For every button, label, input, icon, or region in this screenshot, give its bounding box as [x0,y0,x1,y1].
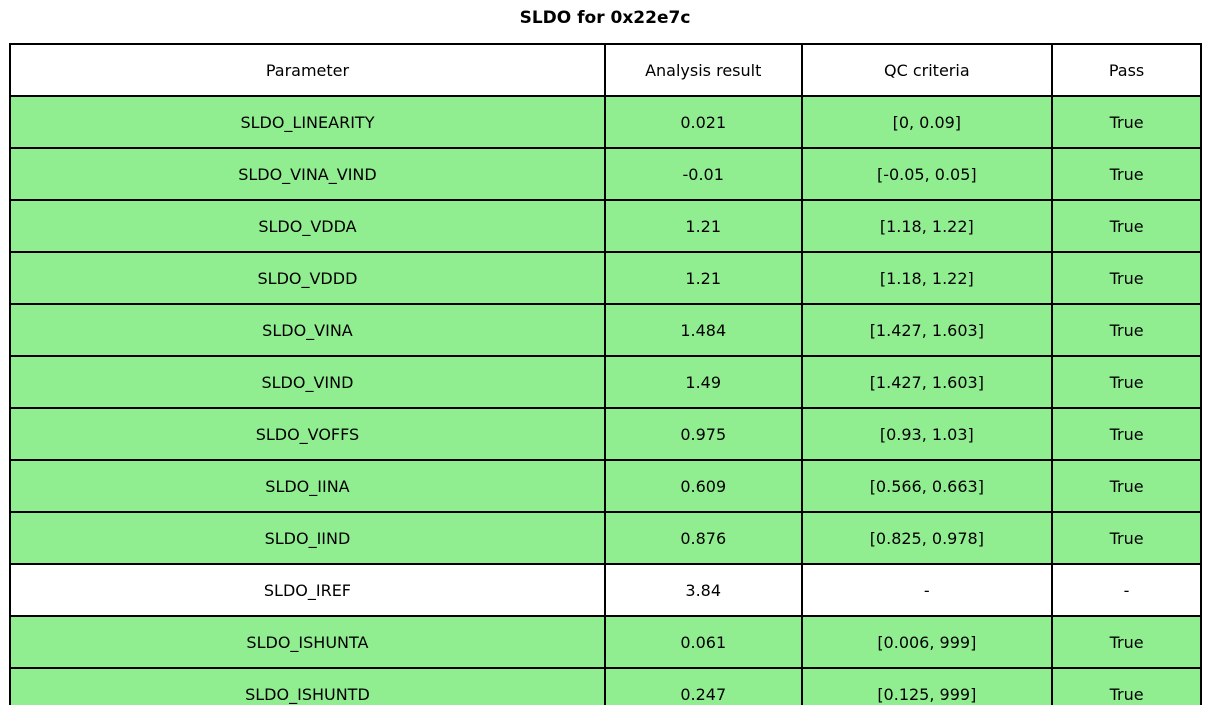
criteria-cell: [1.18, 1.22] [800,199,1054,253]
result-cell: 1.21 [603,251,803,305]
result-cell: 1.484 [603,303,803,357]
parameter-cell: SLDO_VINA_VIND [9,147,606,201]
table-row: SLDO_VIND 1.49 [1.427, 1.603] True [9,355,1202,409]
parameter-cell: SLDO_LINEARITY [9,95,606,149]
result-cell: 1.49 [603,355,803,409]
pass-cell: True [1051,511,1202,565]
column-header-pass: Pass [1051,43,1202,97]
criteria-cell: [0.006, 999] [800,615,1054,669]
result-cell: 0.247 [603,667,803,705]
criteria-cell: [0, 0.09] [800,95,1054,149]
table-row: SLDO_VINA_VIND -0.01 [-0.05, 0.05] True [9,147,1202,201]
criteria-cell: [1.427, 1.603] [800,355,1054,409]
pass-cell: True [1051,407,1202,461]
column-header-parameter: Parameter [9,43,606,97]
table-row: SLDO_IIND 0.876 [0.825, 0.978] True [9,511,1202,565]
column-header-analysis-result: Analysis result [603,43,803,97]
result-cell: 0.876 [603,511,803,565]
pass-cell: - [1051,563,1202,617]
table-body: SLDO_LINEARITY 0.021 [0, 0.09] True SLDO_VIN… [9,95,1202,705]
criteria-cell: [0.566, 0.663] [800,459,1054,513]
parameter-cell: SLDO_ISHUNTD [9,667,606,705]
table-row: SLDO_VDDA 1.21 [1.18, 1.22] True [9,199,1202,253]
parameter-cell: SLDO_VOFFS [9,407,606,461]
table-header: Parameter Analysis result QC criteria Pa… [9,43,1202,97]
parameter-cell: SLDO_VDDA [9,199,606,253]
parameter-cell: SLDO_IIND [9,511,606,565]
result-cell: 3.84 [603,563,803,617]
column-header-qc-criteria: QC criteria [800,43,1054,97]
pass-cell: True [1051,615,1202,669]
pass-cell: True [1051,147,1202,201]
pass-cell: True [1051,355,1202,409]
result-cell: 0.021 [603,95,803,149]
result-cell: 0.975 [603,407,803,461]
parameter-cell: SLDO_VINA [9,303,606,357]
pass-cell: True [1051,251,1202,305]
table-row: SLDO_IREF 3.84- - [9,563,1202,617]
criteria-cell: - [800,563,1054,617]
table-row: SLDO_ISHUNTD 0.247 [0.125, 999] True [9,667,1202,705]
criteria-cell: [1.427, 1.603] [800,303,1054,357]
pass-cell: True [1051,95,1202,149]
criteria-cell: [1.18, 1.22] [800,251,1054,305]
criteria-cell: [-0.05, 0.05] [800,147,1054,201]
qc-results-table: Parameter Analysis result QC criteria Pa… [9,43,1202,705]
table-row: SLDO_VINA 1.484 [1.427, 1.603] True [9,303,1202,357]
pass-cell: True [1051,303,1202,357]
parameter-cell: SLDO_VIND [9,355,606,409]
criteria-cell: [0.125, 999] [800,667,1054,705]
parameter-cell: SLDO_IREF [9,563,606,617]
parameter-cell: SLDO_VDDD [9,251,606,305]
table-row: SLDO_VOFFS 0.975 [0.93, 1.03] True [9,407,1202,461]
header-row: Parameter Analysis result QC criteria Pa… [9,43,1202,97]
table-row: SLDO_LINEARITY 0.021 [0, 0.09] True [9,95,1202,149]
parameter-cell: SLDO_ISHUNTA [9,615,606,669]
criteria-cell: [0.825, 0.978] [800,511,1054,565]
parameter-cell: SLDO_IINA [9,459,606,513]
pass-cell: True [1051,199,1202,253]
pass-cell: True [1051,459,1202,513]
figure-title: SLDO for 0x22e7c [519,8,691,28]
result-cell: -0.01 [603,147,803,201]
table-row: SLDO_ISHUNTA 0.061 [0.006, 999] True [9,615,1202,669]
table-row: SLDO_IINA 0.609 [0.566, 0.663] True [9,459,1202,513]
result-cell: 0.609 [603,459,803,513]
result-cell: 0.061 [603,615,803,669]
criteria-cell: [0.93, 1.03] [800,407,1054,461]
result-cell: 1.21 [603,199,803,253]
pass-cell: True [1051,667,1202,705]
table-row: SLDO_VDDD 1.21 [1.18, 1.22] True [9,251,1202,305]
